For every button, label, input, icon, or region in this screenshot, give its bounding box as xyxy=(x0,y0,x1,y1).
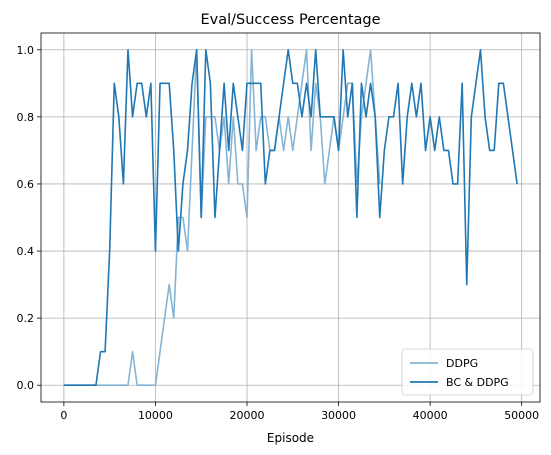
x-tick-label: 10000 xyxy=(138,409,173,422)
x-tick-label: 0 xyxy=(60,409,67,422)
y-tick-label: 0.8 xyxy=(17,111,35,124)
series-line-bc-ddpg xyxy=(63,48,518,387)
x-tick-label: 30000 xyxy=(321,409,356,422)
y-tick-label: 0.6 xyxy=(17,178,35,191)
y-tick-label: 1.0 xyxy=(17,44,35,57)
y-tick-label: 0.4 xyxy=(17,245,35,258)
y-tick-label: 0.0 xyxy=(17,379,35,392)
legend-label: BC & DDPG xyxy=(446,376,509,389)
x-tick-label: 20000 xyxy=(230,409,265,422)
y-tick-label: 0.2 xyxy=(17,312,35,325)
chart-title: Eval/Success Percentage xyxy=(200,12,380,28)
legend-box xyxy=(401,348,534,396)
x-axis-label: Episode xyxy=(267,431,314,445)
plot-frame xyxy=(40,32,541,403)
legend: DDPG BC & DDPG xyxy=(401,348,534,396)
series-group xyxy=(63,48,518,387)
x-tick-label: 50000 xyxy=(504,409,539,422)
legend-label: DDPG xyxy=(446,357,478,370)
axes-ticks: 0 10000 20000 30000 40000 50000 0.0 0.2 0.4 0.6 0.… xyxy=(17,44,540,422)
x-tick-label: 40000 xyxy=(413,409,448,422)
